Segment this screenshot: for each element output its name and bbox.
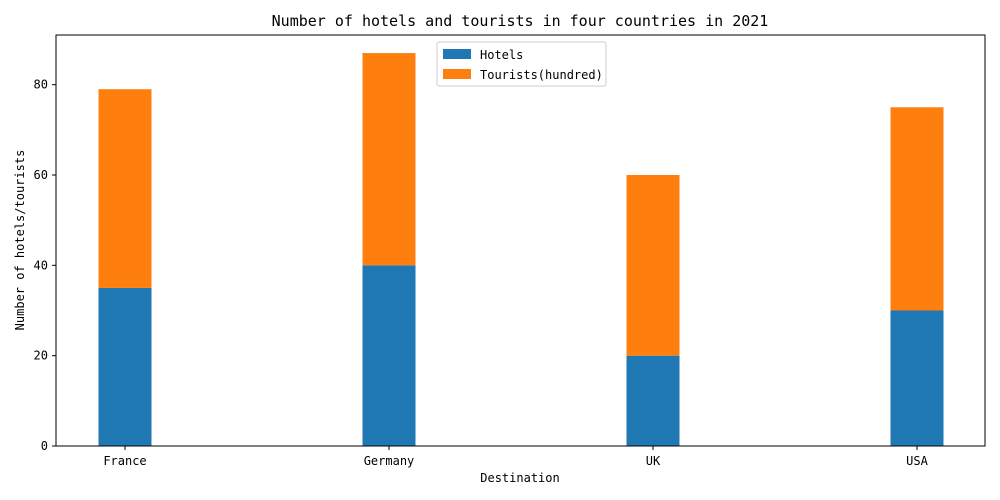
y-axis: 0 20 40 60 80 xyxy=(34,78,56,453)
bar-tourists-hundred-france xyxy=(98,89,152,288)
y-tick-label: 80 xyxy=(34,78,48,92)
y-tick-label: 40 xyxy=(34,258,48,272)
plot-area xyxy=(98,53,944,446)
x-axis-label: Destination xyxy=(480,471,559,485)
x-tick-label: France xyxy=(103,454,146,468)
bar-hotels-usa xyxy=(890,310,944,446)
legend-swatch xyxy=(443,69,471,79)
x-tick-label: UK xyxy=(646,454,661,468)
chart-title: Number of hotels and tourists in four co… xyxy=(272,12,769,30)
legend: Hotels Tourists(hundred) xyxy=(436,41,607,87)
bar-hotels-uk xyxy=(626,355,680,446)
x-axis: France Germany UK USA xyxy=(103,446,929,468)
bar-tourists-hundred-uk xyxy=(626,175,680,356)
legend-entry: Hotels xyxy=(480,48,523,62)
x-tick-label: Germany xyxy=(364,454,415,468)
bar-tourists-hundred-germany xyxy=(362,53,416,266)
y-tick-label: 20 xyxy=(34,349,48,363)
legend-swatch xyxy=(443,49,471,59)
legend-box xyxy=(436,41,607,87)
legend-entry: Tourists(hundred) xyxy=(480,68,603,82)
plot-frame xyxy=(55,34,986,447)
y-tick-label: 0 xyxy=(41,439,48,453)
bar-hotels-france xyxy=(98,287,152,446)
bar-hotels-germany xyxy=(362,265,416,446)
x-tick-label: USA xyxy=(906,454,928,468)
y-tick-label: 60 xyxy=(34,168,48,182)
y-axis-label: Number of hotels/tourists xyxy=(13,150,27,331)
bar-tourists-hundred-usa xyxy=(890,107,944,311)
